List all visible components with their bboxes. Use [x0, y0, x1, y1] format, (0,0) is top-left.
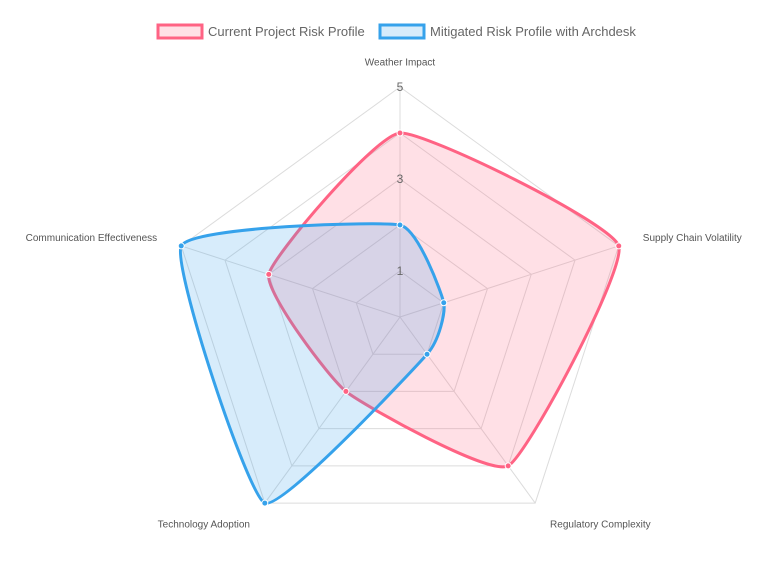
- series-1-point-supply-chain-volatility[interactable]: [440, 299, 448, 307]
- legend-label-current: Current Project Risk Profile: [208, 24, 365, 39]
- legend-item-mitigated[interactable]: Mitigated Risk Profile with Archdesk: [378, 23, 636, 40]
- tick-labels: 1 3 5: [397, 80, 404, 278]
- spoke-communication-effectiveness: [181, 245, 401, 318]
- axis-labels: Weather Impact Supply Chain Volatility Reg…: [26, 58, 742, 531]
- tick-label-3: 3: [397, 172, 404, 186]
- series-1-area: [178, 222, 446, 505]
- series-1-point-technology-adoption[interactable]: [261, 499, 269, 507]
- points-layer: [177, 129, 623, 507]
- legend-label-mitigated: Mitigated Risk Profile with Archdesk: [430, 24, 636, 39]
- series-1-point-communication-effectiveness[interactable]: [177, 242, 185, 250]
- legend-item-current[interactable]: Current Project Risk Profile: [156, 23, 365, 40]
- grid-ring-1: [355, 270, 445, 355]
- axis-label-communication-effectiveness: Communication Effectiveness: [26, 233, 158, 244]
- legend-swatch-mitigated: [378, 23, 426, 40]
- series-1-point-weather-impact[interactable]: [396, 221, 404, 229]
- series-0-point-supply-chain-volatility[interactable]: [615, 242, 623, 250]
- series-0-point-regulatory-complexity[interactable]: [504, 462, 512, 470]
- grid-ring-3: [268, 178, 532, 430]
- series-0-point-communication-effectiveness[interactable]: [265, 270, 273, 278]
- spoke-supply-chain-volatility: [399, 245, 619, 318]
- grid-ring-4: [224, 132, 576, 467]
- tick-label-1: 1: [397, 264, 404, 278]
- grid-ring-5: [180, 86, 620, 504]
- grid-ring-2: [311, 224, 489, 392]
- legend-swatch-current: [156, 23, 204, 40]
- axis-label-supply-chain-volatility: Supply Chain Volatility: [643, 233, 742, 244]
- radar-grid: [180, 86, 620, 504]
- axis-label-technology-adoption: Technology Adoption: [158, 520, 250, 531]
- spoke-technology-adoption: [264, 316, 401, 504]
- axis-label-weather-impact: Weather Impact: [365, 58, 436, 69]
- series-0-point-weather-impact[interactable]: [396, 129, 404, 137]
- axis-label-regulatory-complexity: Regulatory Complexity: [550, 520, 651, 531]
- series-0-point-technology-adoption[interactable]: [342, 387, 350, 395]
- series-1-point-regulatory-complexity[interactable]: [423, 350, 431, 358]
- legend: Current Project Risk Profile Mitigated R…: [156, 23, 636, 40]
- tick-label-5: 5: [397, 80, 404, 94]
- spoke-regulatory-complexity: [399, 316, 536, 504]
